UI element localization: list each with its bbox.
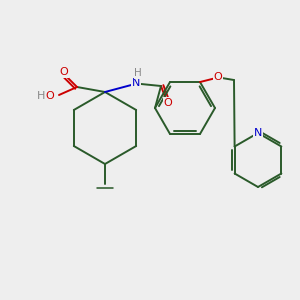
Text: H: H (37, 91, 45, 101)
Text: O: O (60, 67, 68, 77)
Text: O: O (214, 72, 222, 82)
Text: N: N (132, 78, 140, 88)
Text: N: N (254, 128, 262, 138)
Text: O: O (46, 91, 54, 101)
Text: H: H (134, 68, 142, 78)
Text: O: O (164, 98, 172, 108)
